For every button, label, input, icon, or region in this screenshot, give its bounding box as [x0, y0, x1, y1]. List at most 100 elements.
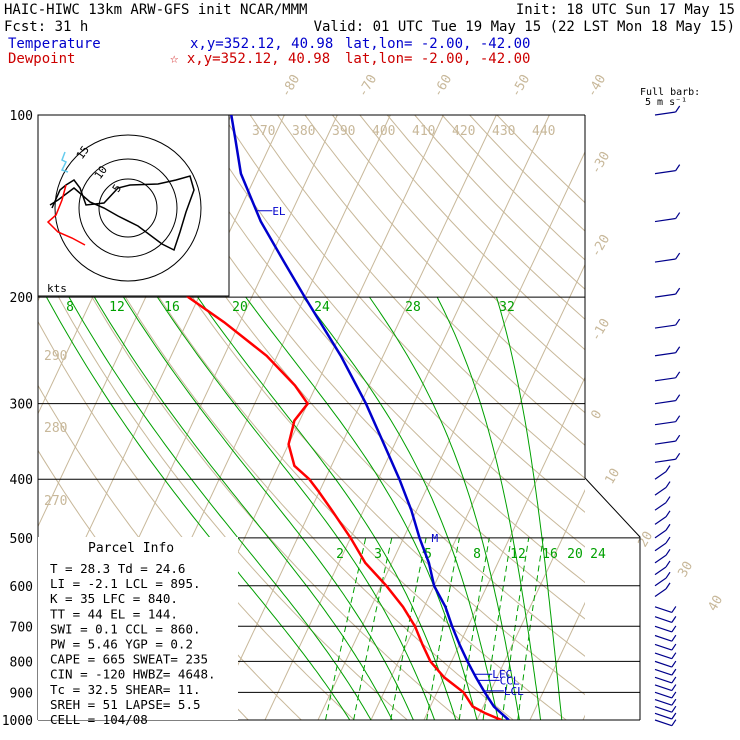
mixing-ratio-line	[517, 537, 544, 720]
wind-barb	[654, 660, 673, 668]
wind-barb	[654, 684, 673, 692]
hodograph-units: kts	[47, 282, 67, 295]
wind-barb-flag	[671, 684, 677, 691]
isotherm-label: -30	[588, 149, 613, 177]
isotherm-label: -80	[278, 72, 303, 100]
wind-barb-flag	[671, 719, 677, 726]
temperature-profile	[230, 115, 510, 720]
parcel-info-row: Tc = 32.5 SHEAR= 11.	[50, 682, 201, 697]
pressure-label-1000: 1000	[2, 714, 33, 729]
dry-adiabat-line	[304, 115, 585, 414]
temperature-legend-xy: x,y=352.12, 40.98	[190, 36, 333, 52]
isotherm-line	[423, 376, 585, 720]
el-label: EL	[272, 205, 286, 218]
isotherm-label: -50	[508, 72, 533, 100]
dry-adiabat-line	[167, 115, 585, 584]
dewpoint-legend-xy: ☆ x,y=352.12, 40.98	[170, 51, 330, 67]
wind-barb-flag	[671, 705, 677, 713]
mixing-ratio-label: 3	[374, 547, 382, 562]
isotherm-label: -70	[355, 72, 380, 100]
wind-barb	[654, 170, 676, 175]
wind-barb	[654, 668, 673, 676]
wind-barb-flag	[665, 560, 671, 568]
mixing-ratio-line	[458, 537, 490, 720]
theta-label: 380	[292, 124, 315, 139]
wind-barb	[654, 652, 673, 660]
wind-barb	[654, 676, 673, 684]
dry-adiabat-line	[85, 115, 585, 696]
hodograph-ring-15	[54, 134, 202, 282]
wind-barb-flag	[665, 536, 671, 544]
hodograph-trace-low	[46, 184, 86, 246]
mixing-ratio-label: 8	[473, 547, 481, 562]
wind-barb	[654, 606, 673, 614]
wind-barb	[654, 217, 676, 223]
theta-label: 290	[44, 349, 67, 364]
parcel-info-row: TT = 44 EL = 144.	[50, 606, 178, 621]
wind-barb	[654, 471, 667, 480]
wind-barb	[654, 566, 667, 576]
dry-adiabat-line	[414, 115, 585, 290]
wind-barb	[654, 643, 673, 651]
ccl-label: CCL	[500, 674, 520, 687]
pressure-label-800: 800	[10, 655, 33, 670]
parcel-info-title: Parcel Info	[88, 541, 174, 556]
pressure-label-200: 200	[10, 291, 33, 306]
temperature-legend-latlon: lat,lon= -2.00, -42.00	[345, 36, 530, 52]
pressure-label-300: 300	[10, 398, 33, 413]
wind-barb-flag	[665, 465, 671, 472]
theta-label: 410	[412, 124, 435, 139]
dry-adiabat-line	[277, 115, 585, 446]
isotherm-line	[317, 150, 585, 720]
hodograph-ring-label-15: 15	[74, 143, 92, 161]
parcel-info-row: CAPE = 665 SWEAT= 235	[50, 652, 208, 667]
pressure-label-900: 900	[10, 686, 33, 701]
wind-barb-flag	[675, 452, 681, 460]
wind-barb	[654, 705, 673, 713]
pressure-label-400: 400	[10, 473, 33, 488]
wind-barb	[654, 529, 667, 539]
wind-barb-flag	[675, 394, 681, 401]
parcel-info-row: CELL = 104/08	[50, 712, 148, 727]
pressure-label-500: 500	[10, 532, 33, 547]
wind-barb	[654, 352, 676, 357]
wind-barb-flag	[671, 634, 677, 642]
mixing-ratio-line	[325, 537, 367, 720]
wind-barb-flag	[671, 676, 677, 684]
isotherm-label: 40	[705, 593, 726, 614]
mixing-ratio-line	[482, 537, 512, 720]
isotherm-label: 30	[675, 559, 696, 580]
isotherm-line	[370, 263, 585, 720]
mixing-ratio-label: 28	[405, 300, 421, 315]
isotherm-label: -10	[588, 316, 613, 344]
mixing-ratio-label: 12	[510, 547, 526, 562]
temperature-legend-label: Temperature	[8, 36, 101, 52]
header-title: HAIC-HIWC 13km ARW-GFS init NCAR/MMM	[4, 2, 307, 18]
mixing-ratio-label: 32	[499, 300, 515, 315]
isotherm-line	[582, 714, 585, 720]
isotherm-line	[211, 115, 497, 720]
isotherm-label: -40	[584, 72, 609, 100]
mixing-ratio-label: 2	[336, 547, 344, 562]
wind-barb-flag	[671, 712, 677, 720]
wind-barb	[654, 588, 667, 598]
wind-barb-flag	[665, 571, 671, 579]
wind-barb-flag	[675, 318, 681, 326]
mixing-ratio-line	[426, 537, 460, 720]
wind-barb	[654, 421, 676, 426]
wind-barb-flag	[675, 212, 681, 219]
wind-barb-flag	[675, 164, 681, 171]
hodograph-ring-5	[98, 178, 158, 238]
wind-barb	[654, 440, 676, 445]
hodograph-frame	[37, 114, 230, 297]
wind-barb-flag	[671, 616, 677, 623]
theta-label: 370	[252, 124, 275, 139]
parcel-info-row: SREH = 51 LAPSE= 5.5	[50, 697, 201, 712]
dry-adiabat-line	[38, 193, 462, 720]
mixing-ratio-line	[390, 537, 427, 720]
barb-legend-line2: 5 m s⁻¹	[645, 97, 687, 108]
isotherm-label: -60	[430, 72, 455, 100]
dewpoint-legend-latlon: lat,lon= -2.00, -42.00	[345, 51, 530, 67]
isotherm-label: 20	[635, 529, 656, 550]
wind-barb-flag	[675, 346, 681, 354]
